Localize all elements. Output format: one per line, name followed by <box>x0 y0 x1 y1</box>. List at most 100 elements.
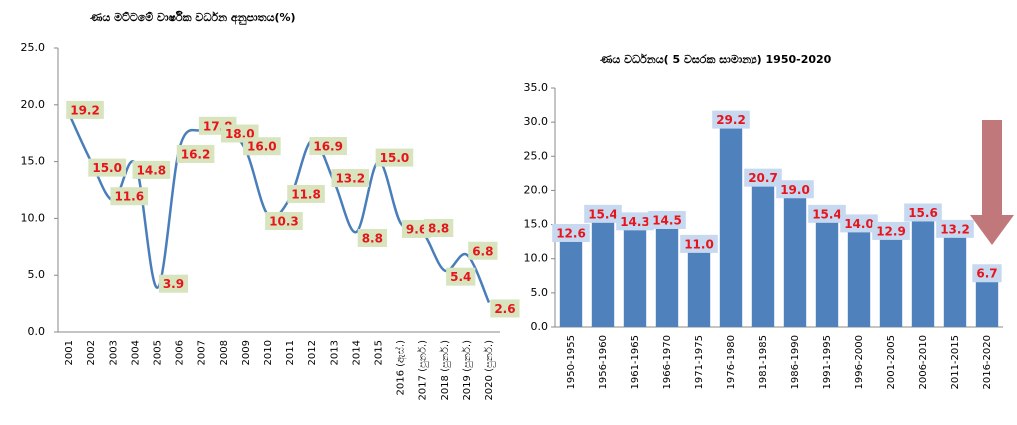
value-label: 2.6 <box>494 302 515 316</box>
y-tick-label: 15.0 <box>524 218 549 231</box>
value-label: 14.5 <box>652 213 682 227</box>
value-label: 14.8 <box>137 163 167 177</box>
bar <box>975 281 999 327</box>
value-label-box <box>904 203 942 222</box>
value-label-box <box>552 223 590 242</box>
value-label: 16.2 <box>181 147 211 161</box>
x-tick-label: 2019 (පුනර්.) <box>461 340 473 401</box>
bar <box>559 240 583 327</box>
y-tick-label: 25.0 <box>524 149 549 162</box>
x-tick-label: 2010 <box>263 340 274 365</box>
value-label: 13.2 <box>335 172 365 186</box>
value-label-box <box>110 187 149 206</box>
value-label-box <box>66 100 104 119</box>
value-label-box <box>446 267 476 286</box>
y-tick-label: 20.0 <box>21 98 46 111</box>
value-label: 14.0 <box>844 217 874 231</box>
value-label: 6.7 <box>976 267 997 281</box>
x-tick-label: 2001 <box>64 340 75 365</box>
x-tick-label: 1971-1975 <box>694 335 705 390</box>
y-tick-label: 10.0 <box>21 211 46 224</box>
value-label-box <box>176 144 215 163</box>
bar <box>879 238 903 327</box>
x-tick-label: 1950-1955 <box>566 335 577 390</box>
y-tick-label: 5.0 <box>531 286 549 299</box>
value-label: 14.3 <box>620 215 650 229</box>
bar <box>783 197 807 327</box>
y-tick-label: 25.0 <box>21 41 46 54</box>
value-label-box <box>468 241 498 260</box>
x-tick-label: 2006-2010 <box>918 335 929 390</box>
x-tick-label: 2011 <box>285 340 296 365</box>
value-label: 15.0 <box>380 151 410 165</box>
value-label-box <box>936 219 974 238</box>
value-label: 19.0 <box>780 183 810 197</box>
x-tick-label: 2011-2015 <box>950 335 961 390</box>
x-tick-label: 1986-1990 <box>790 335 801 390</box>
value-label-box <box>776 180 814 199</box>
x-tick-label: 2007 <box>197 340 208 365</box>
value-label: 8.8 <box>428 222 449 236</box>
x-tick-label: 2006 <box>175 340 186 365</box>
x-tick-label: 2009 <box>241 340 252 365</box>
value-label-box <box>648 210 686 229</box>
value-label: 11.0 <box>684 237 714 251</box>
value-label-box <box>357 229 387 248</box>
x-tick-label: 2016-2020 <box>982 335 993 390</box>
value-label: 10.3 <box>269 214 299 228</box>
x-tick-label: 1961-1965 <box>630 335 641 390</box>
y-tick-label: 35.0 <box>524 81 549 94</box>
x-tick-label: 2005 <box>152 340 163 365</box>
value-label-box <box>808 204 846 223</box>
value-label-box <box>584 204 622 223</box>
chart-title: ණය මට්ටමේ වාර්ෂික වර්ධන අනුපාතය(%) <box>89 10 296 25</box>
value-label: 12.9 <box>876 224 906 238</box>
value-label: 16.9 <box>313 140 343 154</box>
x-tick-label: 2008 <box>219 340 230 365</box>
bar <box>911 220 935 327</box>
x-tick-label: 2020 (පුනර්.) <box>483 340 495 401</box>
value-label-box <box>243 137 281 156</box>
x-tick-label: 2002 <box>86 340 97 365</box>
x-tick-label: 1981-1985 <box>758 335 769 390</box>
bar <box>719 127 743 327</box>
value-label: 3.9 <box>163 277 184 291</box>
value-label-box <box>616 212 654 231</box>
value-label-box <box>309 137 347 156</box>
value-label: 8.8 <box>362 232 383 246</box>
chart-title: ණය වර්ධනය( 5 වසරක සාමාන්‍ය) 1950-2020 <box>599 52 832 66</box>
y-tick-label: 30.0 <box>524 115 549 128</box>
value-label-box <box>331 169 370 188</box>
x-tick-label: 2013 <box>329 340 340 365</box>
bar <box>751 185 775 327</box>
x-tick-label: 2016 (ඇස්.) <box>393 340 406 396</box>
bar <box>591 221 615 327</box>
bar <box>847 231 871 327</box>
value-label-box <box>972 264 1002 283</box>
value-label: 5.4 <box>450 270 471 284</box>
x-tick-label: 2017 (පුනර්.) <box>417 340 429 401</box>
value-label-box <box>132 160 171 179</box>
value-label: 15.4 <box>812 207 842 221</box>
y-tick-label: 0.0 <box>28 325 46 338</box>
x-tick-label: 1996-2000 <box>854 335 865 390</box>
value-label-box <box>490 299 520 318</box>
value-label: 15.0 <box>92 161 122 175</box>
bar <box>815 221 839 327</box>
x-tick-label: 1956-1960 <box>598 335 609 390</box>
value-label: 12.6 <box>556 226 586 240</box>
value-label: 6.8 <box>472 244 493 258</box>
value-label: 13.2 <box>940 222 970 236</box>
value-label-box <box>840 214 878 233</box>
value-label: 11.6 <box>114 190 144 204</box>
x-tick-label: 2001-2005 <box>886 335 897 390</box>
value-label: 15.4 <box>588 207 618 221</box>
bar <box>623 229 647 327</box>
y-tick-label: 0.0 <box>531 320 549 333</box>
value-label-box <box>712 110 750 129</box>
x-tick-label: 2003 <box>108 340 119 365</box>
value-label-box <box>401 219 432 238</box>
value-label-box <box>287 184 325 203</box>
value-label-box <box>872 221 910 240</box>
down-arrow <box>970 120 1014 245</box>
